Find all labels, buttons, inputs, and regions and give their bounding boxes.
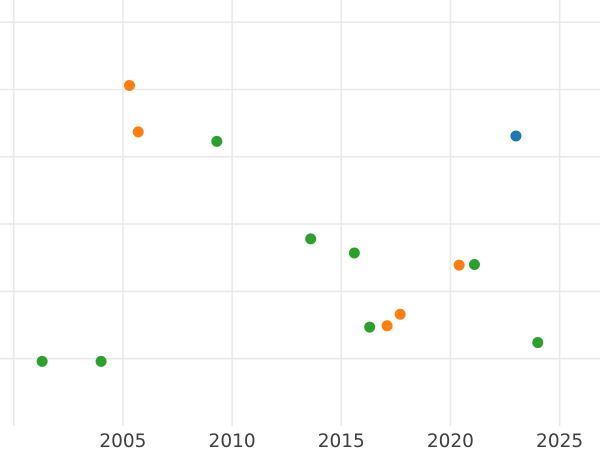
green-data-point [95, 355, 107, 367]
green-data-point [36, 355, 48, 367]
orange-data-point [394, 308, 406, 320]
data-points [36, 79, 544, 367]
green-data-point [348, 247, 360, 259]
gridlines [0, 0, 600, 426]
orange-data-point [453, 259, 465, 271]
green-data-point [532, 337, 544, 349]
x-tick-label: 2005 [99, 431, 146, 450]
orange-data-point [132, 126, 144, 138]
x-axis-tick-labels: 2005 2010 2015 2020 2025 [99, 431, 583, 450]
x-tick-label: 2010 [209, 431, 256, 450]
blue-data-point [510, 130, 522, 142]
x-tick-label: 2025 [536, 431, 583, 450]
orange-data-point [123, 79, 135, 91]
green-data-point [468, 258, 480, 270]
orange-data-point [381, 320, 393, 332]
green-data-point [364, 321, 376, 333]
green-data-point [211, 135, 223, 147]
x-tick-label: 2015 [318, 431, 365, 450]
green-data-point [305, 233, 317, 245]
x-tick-label: 2020 [427, 431, 474, 450]
